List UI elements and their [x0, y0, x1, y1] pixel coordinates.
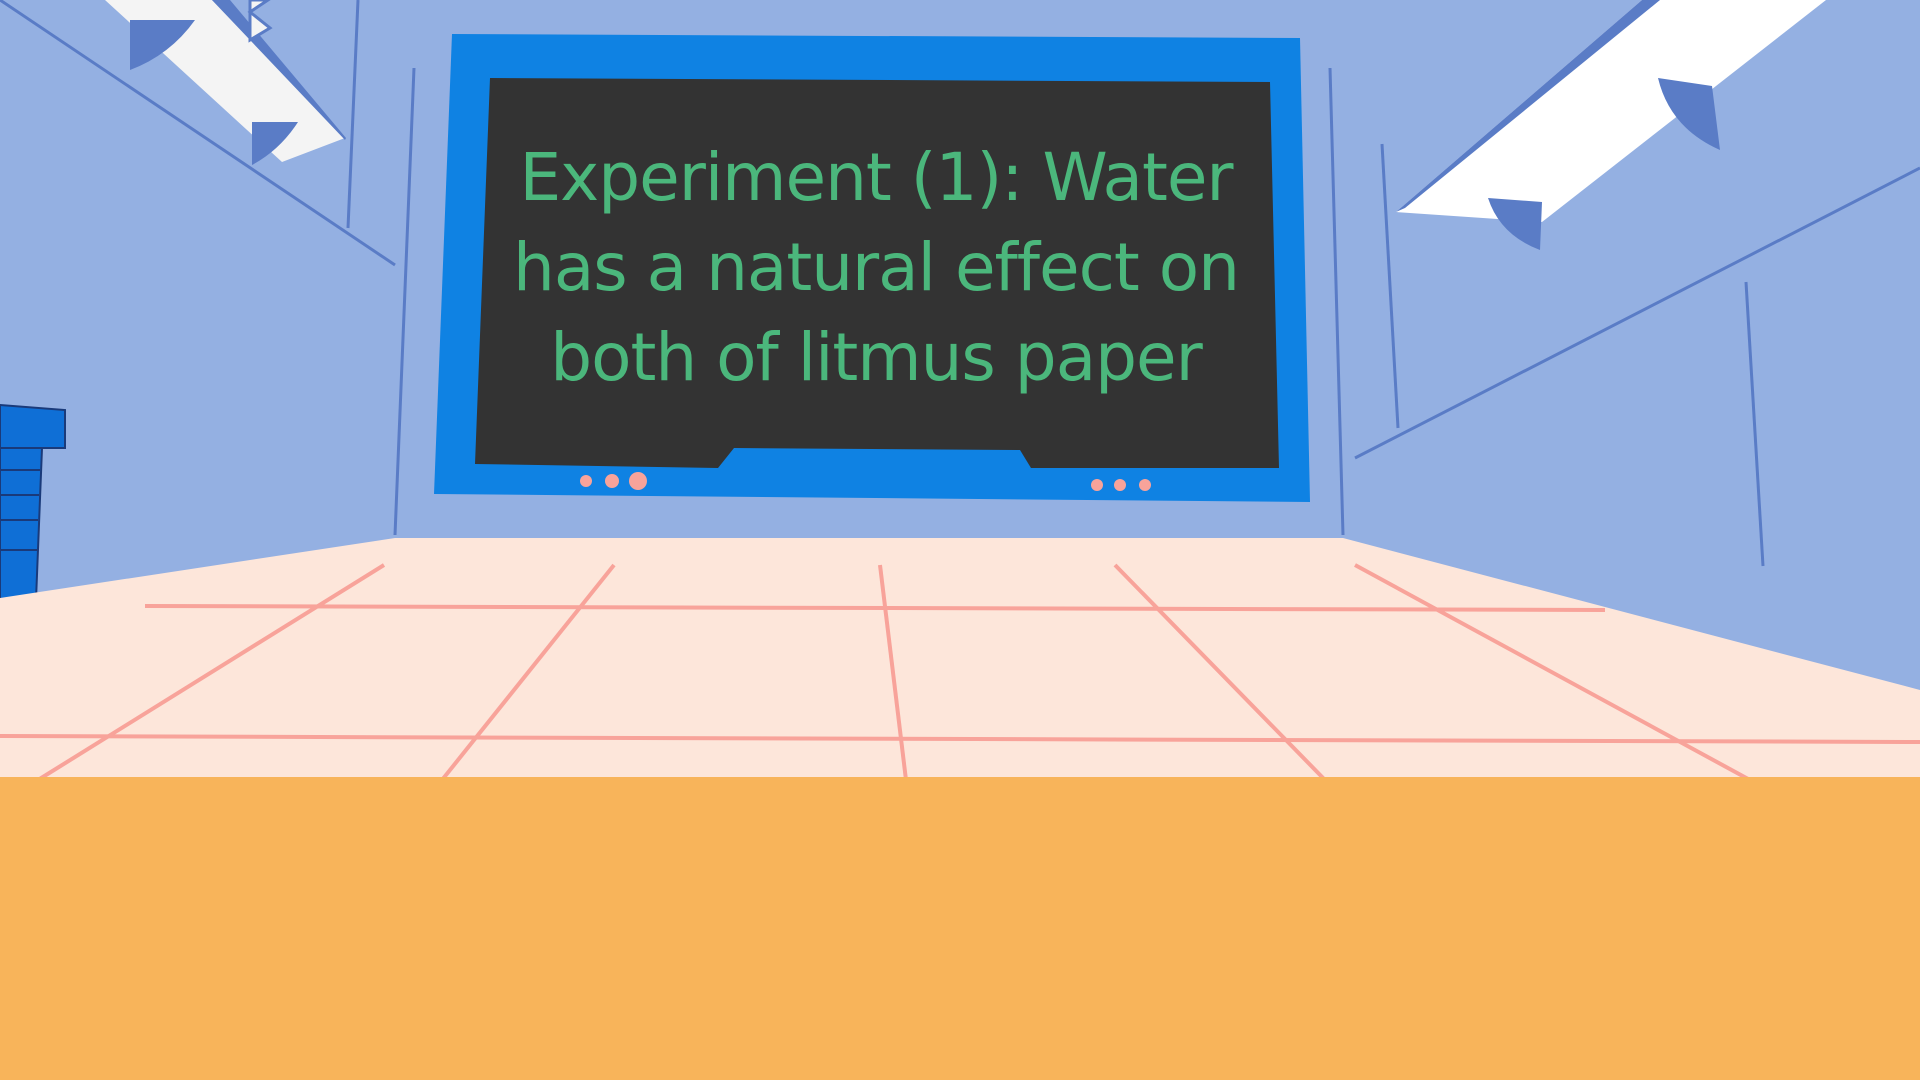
- board-text: Experiment (1): Water has a natural effe…: [513, 139, 1240, 396]
- right-wall-lines: [1328, 67, 1920, 567]
- desk-surface: [0, 777, 1920, 1080]
- display-screen: [434, 34, 1310, 502]
- indicator-dots-right: [1091, 479, 1151, 491]
- screen-panel: [475, 78, 1279, 468]
- indicator-dots-left: [580, 472, 647, 490]
- ceiling-lamp-right: [1396, 0, 1826, 250]
- cabinet: [0, 403, 66, 601]
- floor: [0, 538, 1920, 790]
- left-wall-lines: [0, 0, 416, 536]
- ceiling-lamp-left: [105, 0, 346, 165]
